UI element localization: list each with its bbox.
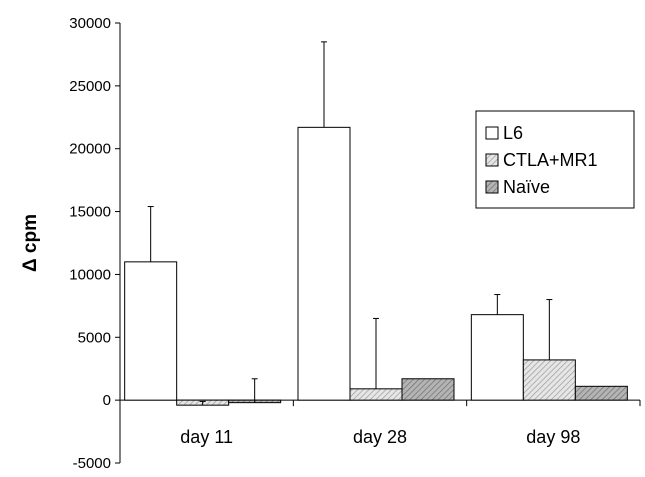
- bars: [124, 41, 628, 406]
- y-tick-label: 0: [103, 392, 111, 409]
- bar: [124, 261, 178, 401]
- y-tick-label: 5000: [78, 329, 111, 346]
- x-category-label: day 28: [353, 427, 407, 447]
- legend-label: Naïve: [503, 177, 550, 197]
- y-axis-label: Δ cpm: [20, 214, 41, 272]
- x-axis: day 11 day 28 day 98: [120, 399, 641, 447]
- x-category-label: day 11: [180, 427, 233, 447]
- legend-swatch: [485, 126, 499, 140]
- bar: [574, 385, 628, 401]
- y-tick-label: 20000: [69, 141, 111, 158]
- x-category-label: day 98: [526, 427, 580, 447]
- y-tick-label: 30000: [69, 15, 111, 32]
- legend-label: L6: [503, 123, 523, 143]
- bar: [522, 359, 576, 401]
- bar: [470, 314, 524, 401]
- bar: [297, 126, 351, 401]
- bar: [401, 378, 455, 401]
- y-axis: -5000 0 5000 10000 15000 20000 25000 30000: [69, 15, 121, 472]
- bar: [349, 388, 403, 401]
- legend-label: CTLA+MR1: [503, 150, 598, 170]
- y-tick-label: 10000: [69, 266, 111, 283]
- legend-swatch: [485, 180, 499, 194]
- y-tick-label: -5000: [73, 455, 111, 472]
- legend: L6 CTLA+MR1 Naïve: [475, 110, 635, 209]
- legend-swatch: [485, 153, 499, 167]
- y-tick-label: 15000: [69, 204, 111, 221]
- y-tick-label: 25000: [69, 78, 111, 95]
- legend-box: [475, 110, 635, 209]
